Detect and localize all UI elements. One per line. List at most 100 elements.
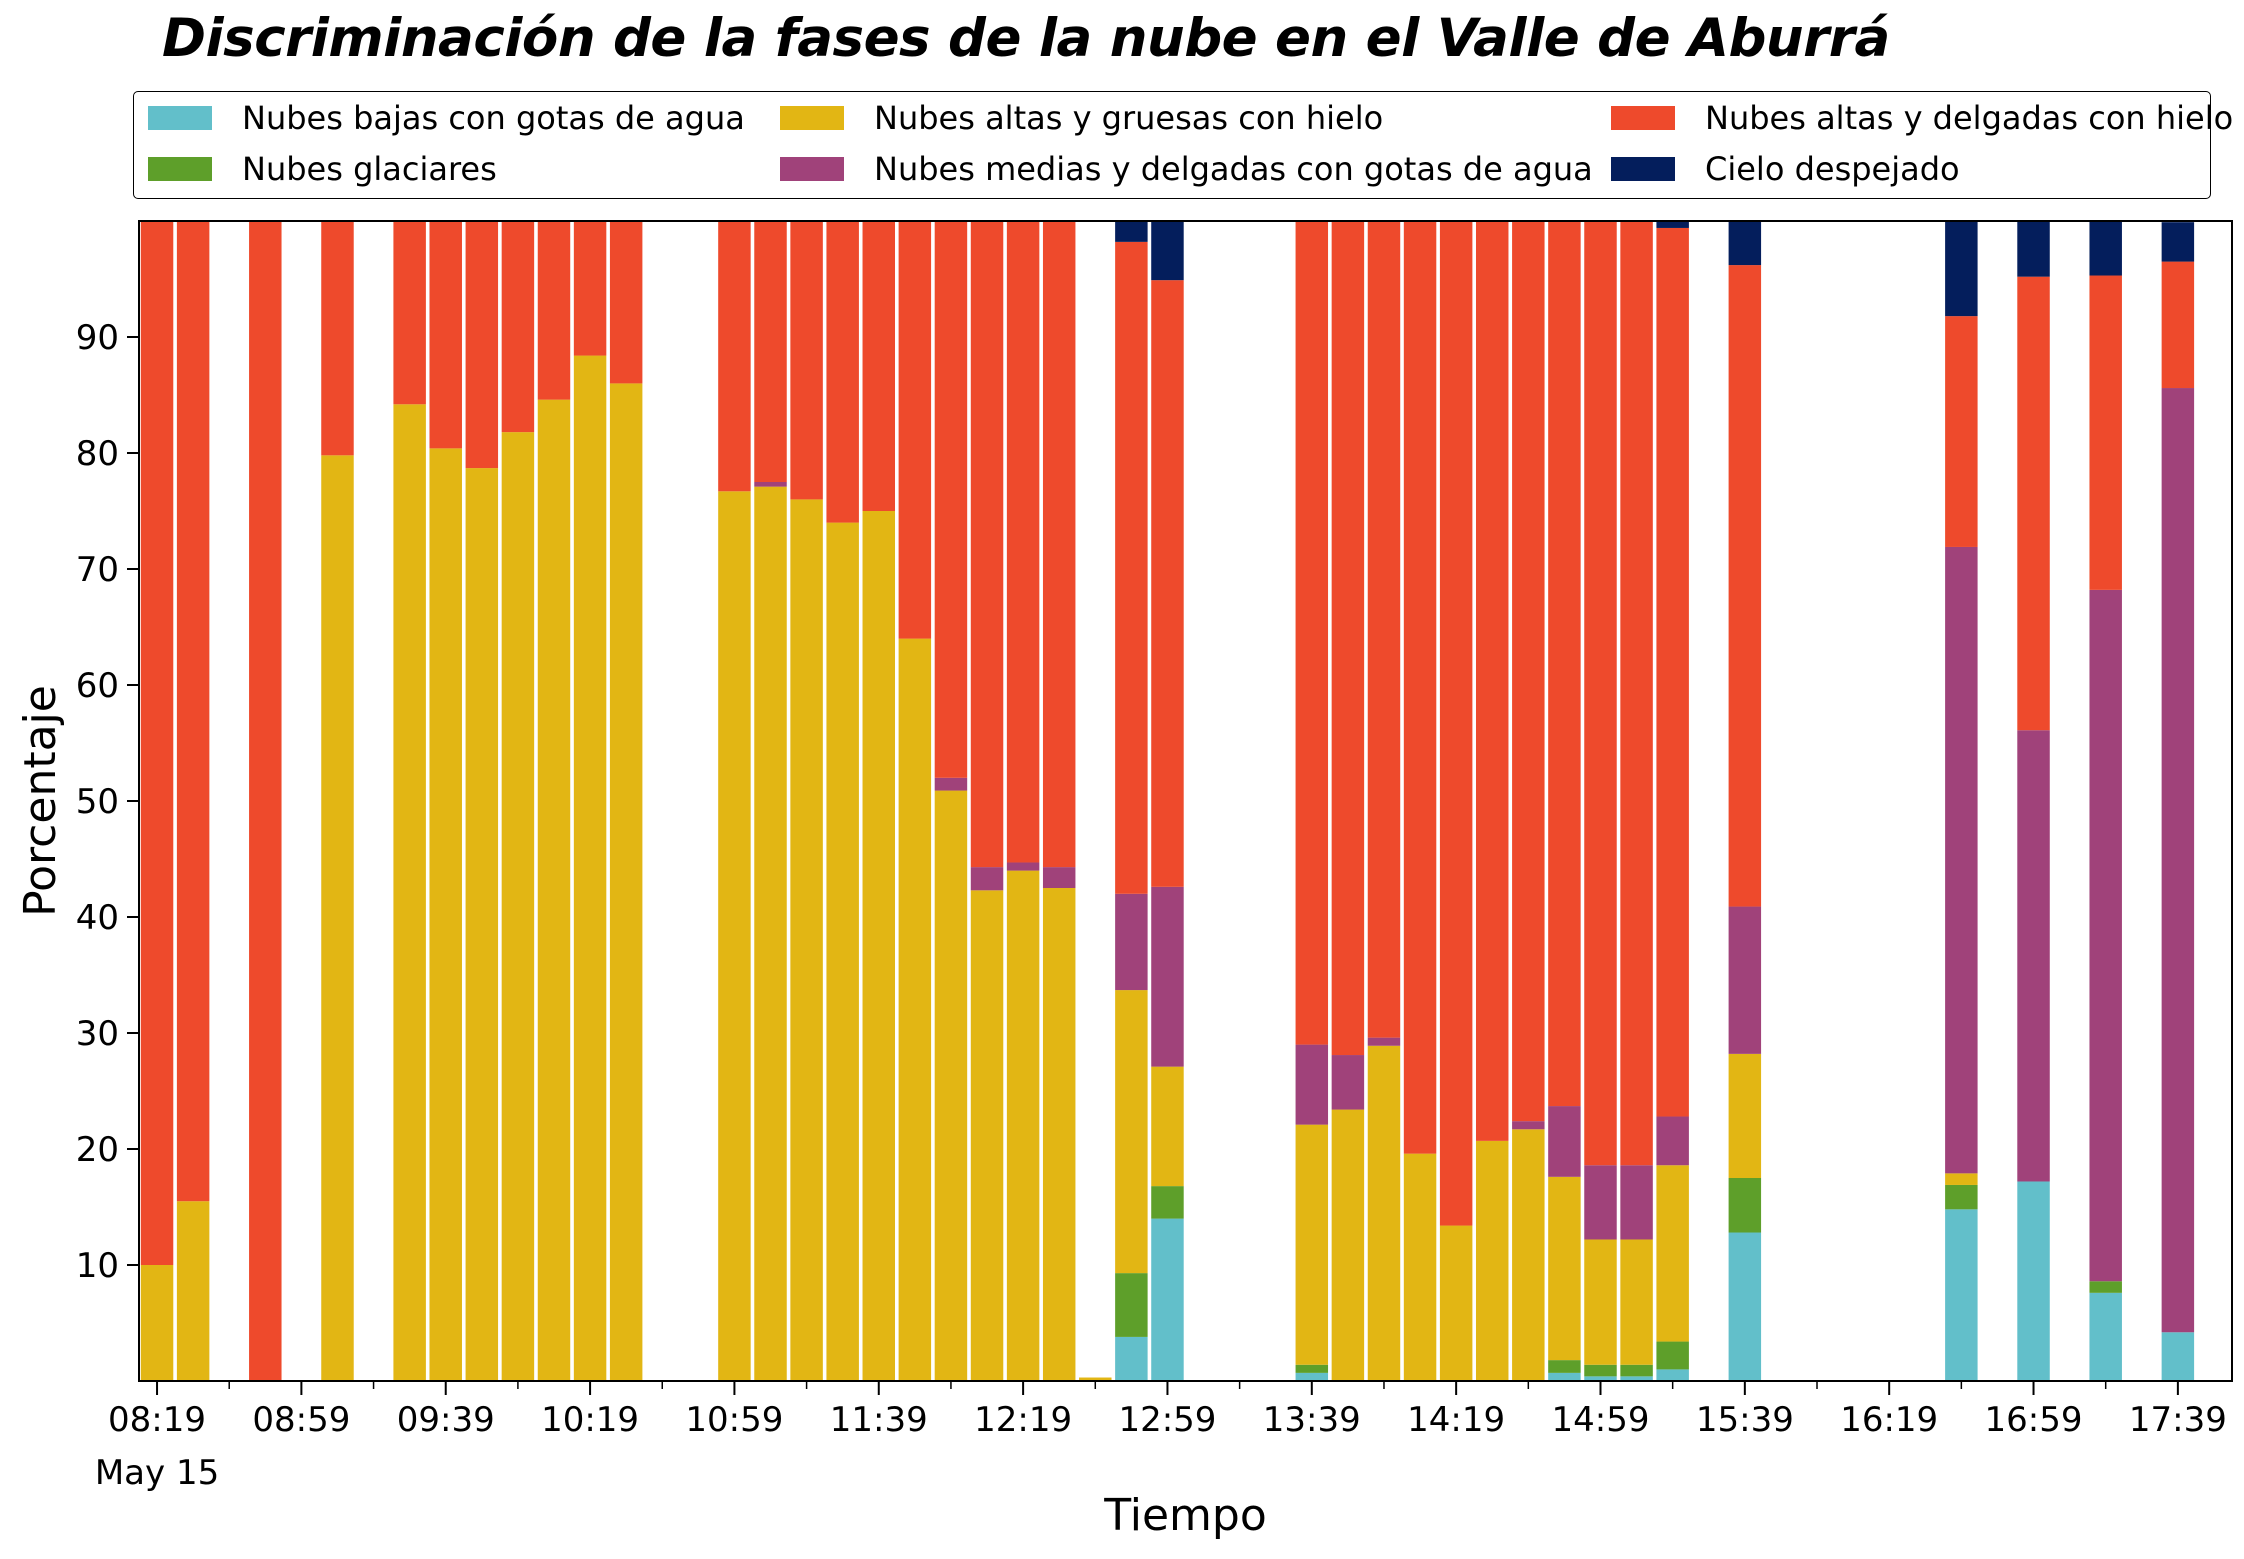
bar-segment — [465, 468, 499, 1382]
x-tick-label: 14:19 — [1407, 1400, 1505, 1440]
legend-item-cielo-despejado: Cielo despejado — [1611, 149, 1960, 189]
bar-segment — [2089, 589, 2122, 1282]
y-tick-label: 50 — [76, 782, 119, 822]
bar-segment — [1006, 870, 1040, 1381]
bar-segment — [1115, 241, 1148, 894]
bar-segment — [140, 1265, 174, 1381]
bar-segment — [1006, 862, 1040, 871]
bar-segment — [573, 355, 607, 1381]
bar-segment — [1548, 1372, 1581, 1381]
legend-label: Nubes glaciares — [242, 150, 497, 188]
legend-label: Nubes altas y gruesas con hielo — [874, 99, 1384, 137]
bar-segment — [429, 221, 462, 449]
bar-segment — [1620, 221, 1653, 1166]
bar-segment — [1403, 221, 1437, 1154]
x-tick-label: 10:19 — [541, 1400, 639, 1440]
bar-segment — [1115, 221, 1148, 242]
x-tick-label: 12:59 — [1118, 1400, 1216, 1440]
bar-segment — [1584, 1165, 1617, 1240]
legend-swatch — [148, 157, 212, 181]
bar-segment — [1945, 1184, 1978, 1210]
bar-segment — [826, 221, 859, 523]
bar-segment — [1728, 265, 1762, 907]
legend-label: Cielo despejado — [1705, 150, 1960, 188]
bar-segment — [573, 221, 607, 356]
bar-segment — [1115, 1336, 1148, 1381]
y-axis-label: Porcentaje — [15, 685, 66, 917]
y-tick-label: 20 — [76, 1130, 119, 1170]
x-tick-label: 11:39 — [830, 1400, 928, 1440]
x-tick-label: 16:59 — [1985, 1400, 2083, 1440]
x-tick-label: 09:39 — [397, 1400, 495, 1440]
bar-segment — [393, 404, 426, 1381]
legend-label: Nubes medias y delgadas con gotas de agu… — [874, 150, 1593, 188]
bar-segment — [1548, 1360, 1581, 1373]
bar-segment — [1728, 906, 1762, 1054]
bar-segment — [1945, 1173, 1978, 1185]
bar-segment — [790, 221, 823, 500]
bar-segment — [2017, 730, 2050, 1182]
y-tick-label: 10 — [76, 1246, 119, 1286]
bar-segment — [862, 511, 896, 1381]
x-tick-label: 15:39 — [1696, 1400, 1794, 1440]
y-tick-label: 80 — [76, 434, 119, 474]
bar-segment — [2017, 221, 2050, 277]
x-tick-label: 12:19 — [974, 1400, 1072, 1440]
bar-segment — [898, 638, 932, 1381]
bar-segment — [1548, 1106, 1581, 1177]
bar-segment — [321, 221, 354, 456]
bar-segment — [1656, 221, 1689, 228]
bar-segment — [754, 486, 787, 1381]
chart-title: Discriminación de la fases de la nube en… — [162, 8, 1890, 69]
bar-segment — [1439, 221, 1473, 1226]
bar-segment — [1584, 1364, 1617, 1377]
bar-segment — [1548, 1176, 1581, 1361]
bar-segment — [898, 221, 932, 639]
bar-segment — [1728, 1232, 1762, 1381]
bar-segment — [1151, 1066, 1184, 1187]
bar-segment — [718, 221, 751, 492]
bar-segment — [1512, 1121, 1545, 1130]
bar-segment — [1475, 221, 1509, 1141]
bar-segment — [249, 221, 282, 1381]
bar-segment — [934, 790, 968, 1381]
bar-segment — [1728, 1053, 1762, 1178]
x-axis: 08:19 08:59 09:39 10:19 10:59 11:39 12:19 12:59… — [108, 1381, 2227, 1440]
bar-segment — [754, 221, 787, 482]
bar-segment — [1295, 1124, 1329, 1365]
bar-segment — [970, 221, 1004, 868]
bars-layer — [140, 221, 2195, 1382]
bar-segment — [1403, 1153, 1437, 1381]
bar-segment — [2089, 1292, 2122, 1381]
bar-segment — [501, 221, 535, 433]
y-tick-label: 90 — [76, 318, 119, 358]
legend-item-nubes-medias: Nubes medias y delgadas con gotas de agu… — [780, 149, 1593, 189]
bar-segment — [1656, 1369, 1689, 1381]
bar-segment — [1115, 990, 1148, 1274]
bar-segment — [1728, 221, 1762, 266]
bar-segment — [1331, 1109, 1365, 1381]
bar-segment — [1151, 280, 1184, 887]
bar-segment — [1115, 1273, 1148, 1337]
bar-segment — [1512, 221, 1545, 1122]
bar-segment — [1295, 1372, 1329, 1381]
bar-segment — [1475, 1140, 1509, 1381]
bar-segment — [1042, 888, 1076, 1381]
bar-segment — [1656, 1116, 1689, 1166]
legend: Nubes bajas con gotas de agua Nubes glac… — [133, 91, 2233, 199]
bar-segment — [754, 482, 787, 487]
legend-swatch — [148, 106, 212, 130]
x-axis-date-label: May 15 — [95, 1453, 219, 1493]
bar-segment — [393, 221, 426, 405]
bar-segment — [1512, 1129, 1545, 1381]
legend-label: Nubes bajas con gotas de agua — [242, 99, 745, 137]
bar-segment — [501, 432, 535, 1381]
bar-segment — [1584, 1376, 1617, 1381]
bar-segment — [718, 491, 751, 1381]
legend-item-nubes-glaciares: Nubes glaciares — [148, 149, 497, 189]
bar-segment — [1620, 1376, 1653, 1381]
bar-segment — [2161, 1332, 2195, 1381]
bar-segment — [934, 221, 968, 778]
bar-segment — [1367, 1037, 1401, 1046]
bar-segment — [1656, 1165, 1689, 1342]
